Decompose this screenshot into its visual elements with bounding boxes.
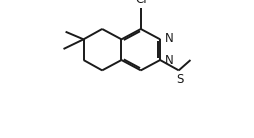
Text: S: S: [176, 73, 184, 86]
Text: Cl: Cl: [135, 0, 147, 6]
Text: N: N: [165, 32, 173, 45]
Text: N: N: [165, 54, 173, 67]
